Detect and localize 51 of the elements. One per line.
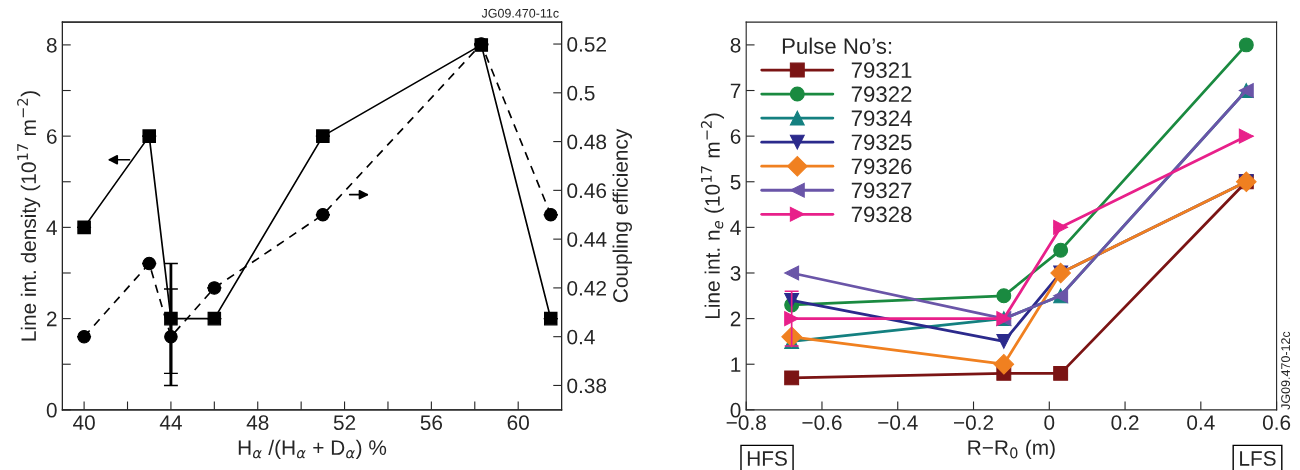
y-tick-label: 8 bbox=[730, 37, 741, 53]
y-tick-label: 4 bbox=[730, 220, 741, 235]
legend-label: 79325 bbox=[851, 134, 912, 151]
y-tick-label: 3 bbox=[730, 265, 741, 281]
y-tick-label: 7 bbox=[730, 83, 741, 99]
y-tick-label: 2 bbox=[730, 311, 741, 327]
x-tick-label: 52 bbox=[333, 415, 356, 430]
x-tick-label: 0.4 bbox=[1187, 415, 1215, 430]
legend-label: 79326 bbox=[851, 158, 912, 175]
x-tick-label: −0.6 bbox=[802, 415, 842, 430]
x-tick-label: 56 bbox=[420, 415, 443, 430]
x-tick-label: 44 bbox=[159, 415, 182, 430]
y-axis-title: Line int. n$_{e}$ (10$^{17}$ m$^{−2}$) bbox=[700, 113, 724, 319]
y2-tick-label: 0.48 bbox=[567, 134, 607, 150]
y-tick-label: 5 bbox=[730, 174, 741, 190]
y2-tick-label: 0.4 bbox=[567, 329, 595, 345]
x-tick-label: 48 bbox=[246, 415, 269, 430]
text: JG09.470-11c bbox=[481, 8, 559, 18]
y2-tick-label: 0.38 bbox=[567, 378, 607, 394]
y-tick-label: 1 bbox=[731, 357, 741, 372]
y-tick-label: 6 bbox=[47, 129, 57, 144]
y2-tick-label: 0.42 bbox=[567, 280, 606, 296]
x-tick-label: 0.2 bbox=[1111, 415, 1139, 430]
legend-label: 79322 bbox=[851, 86, 912, 103]
x-tick-label: −0.2 bbox=[953, 415, 994, 430]
y2-tick-label: 0.46 bbox=[567, 183, 607, 199]
y2-tick-label: 0.5 bbox=[567, 85, 595, 101]
x-tick-label: −0.4 bbox=[878, 415, 918, 430]
y-tick-label: 4 bbox=[46, 220, 57, 235]
legend-label: 79324 bbox=[851, 110, 912, 127]
y-tick-label: 0 bbox=[46, 402, 57, 418]
y-tick-label: 2 bbox=[47, 311, 57, 327]
x-axis-title: H$_{α}$ /(H$_{α}$ + D$_{α}$) % bbox=[238, 439, 387, 460]
text: JG09.470-12c bbox=[1281, 331, 1291, 410]
legend-label: 79321 bbox=[851, 62, 912, 79]
x-tick-label: 0.6 bbox=[1262, 415, 1291, 430]
y2-axis-title: Coupling efficiency bbox=[612, 128, 632, 303]
y2-tick-label: 0.44 bbox=[567, 232, 607, 247]
legend-label: 79328 bbox=[851, 206, 912, 223]
legend-title: Pulse No’s: bbox=[782, 37, 892, 54]
x-tick-label: 40 bbox=[73, 415, 95, 430]
y2-tick-label: 0.52 bbox=[567, 37, 606, 52]
x-tick-label: 60 bbox=[507, 415, 529, 430]
y-tick-label: 6 bbox=[730, 129, 741, 144]
text: HFS bbox=[747, 451, 787, 466]
legend-label: 79327 bbox=[851, 182, 912, 199]
x-axis-title: R−R$_{0}$ (m) bbox=[968, 439, 1055, 460]
x-tick-label: 0 bbox=[1044, 415, 1055, 430]
y-axis-title: Line int. density (10$^{17}$ m$^{−2}$) bbox=[17, 91, 41, 341]
text: LFS bbox=[1240, 451, 1276, 466]
y-tick-label: 8 bbox=[46, 37, 57, 53]
